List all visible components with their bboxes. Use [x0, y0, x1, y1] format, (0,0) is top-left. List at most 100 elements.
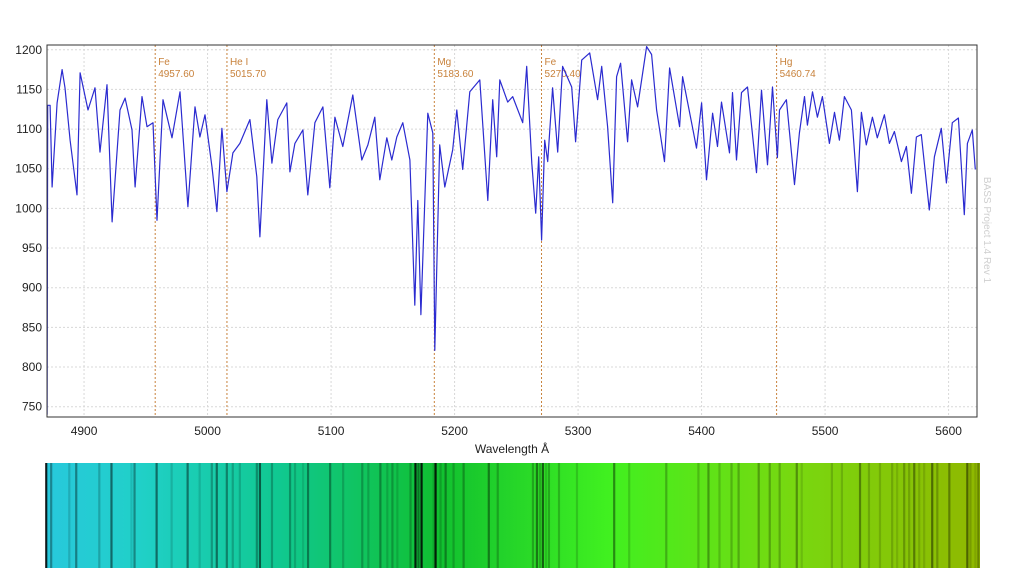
- spectral-line-wavelength: 5183.60: [437, 69, 474, 80]
- spectral-line-element: Mg: [437, 57, 451, 68]
- y-tick-label: 900: [22, 281, 42, 295]
- absorption-band: [531, 463, 535, 568]
- y-tick-label: 800: [22, 360, 42, 374]
- absorption-band: [225, 463, 228, 568]
- absorption-band: [414, 463, 417, 568]
- spectral-line-element: Hg: [780, 57, 793, 68]
- x-tick-label: 5500: [812, 424, 839, 438]
- absorption-band: [130, 463, 133, 568]
- absorption-band: [68, 463, 71, 568]
- absorption-band: [830, 463, 833, 568]
- absorption-band: [434, 463, 437, 568]
- absorption-band: [302, 463, 305, 568]
- absorption-band: [891, 463, 894, 568]
- absorption-band: [737, 463, 740, 568]
- absorption-band: [379, 463, 382, 568]
- absorption-band: [974, 463, 977, 568]
- spectral-line-element: Fe: [158, 57, 170, 68]
- absorption-band: [396, 463, 399, 568]
- x-tick-label: 5200: [441, 424, 468, 438]
- y-tick-label: 950: [22, 241, 42, 255]
- absorption-band: [768, 463, 771, 568]
- y-axis-ticks: 750 800 850 900 950 1000 1050 1100 1150 1200: [15, 43, 42, 414]
- absorption-band: [800, 463, 803, 568]
- absorption-band: [757, 463, 760, 568]
- absorption-band: [409, 463, 412, 568]
- absorption-band: [665, 463, 668, 568]
- absorption-band: [931, 463, 934, 568]
- absorption-band: [258, 463, 262, 568]
- absorption-band: [547, 463, 551, 568]
- absorption-band: [342, 463, 345, 568]
- x-tick-label: 5100: [318, 424, 345, 438]
- absorption-band: [198, 463, 201, 568]
- absorption-band: [210, 463, 213, 568]
- absorption-band: [270, 463, 274, 568]
- absorption-band: [908, 463, 911, 568]
- spectral-line-element: Fe: [545, 57, 557, 68]
- absorption-band: [50, 463, 53, 568]
- absorption-band: [718, 463, 721, 568]
- absorption-band: [462, 463, 465, 568]
- x-tick-label: 4900: [71, 424, 98, 438]
- absorption-band: [948, 463, 951, 568]
- spectral-line-wavelength: 5270.40: [545, 69, 582, 80]
- y-tick-label: 1100: [16, 122, 42, 136]
- y-tick-label: 850: [22, 320, 42, 334]
- spectrum-line: [46, 45, 976, 415]
- y-tick-label: 1000: [15, 201, 42, 215]
- absorption-band: [417, 463, 420, 568]
- absorption-band: [306, 463, 310, 568]
- absorption-band: [293, 463, 297, 568]
- absorption-band: [439, 463, 442, 568]
- x-tick-label: 5000: [194, 424, 221, 438]
- absorption-band: [367, 463, 370, 568]
- absorption-band: [628, 463, 631, 568]
- x-tick-label: 5600: [935, 424, 962, 438]
- absorption-band: [133, 463, 136, 568]
- absorption-band: [231, 463, 234, 568]
- absorption-band: [535, 463, 539, 568]
- absorption-band: [110, 463, 113, 568]
- spectral-line-element: He I: [230, 57, 248, 68]
- absorption-band: [238, 463, 241, 568]
- absorption-band: [255, 463, 258, 568]
- absorption-band: [215, 463, 218, 568]
- spectral-line-wavelength: 4957.60: [158, 69, 195, 80]
- spectrum-color-strip: [45, 463, 980, 568]
- spectral-line-wavelength: 5460.74: [780, 69, 817, 80]
- absorption-band: [918, 463, 921, 568]
- credit-watermark: BASS Project 1.4 Rev 1: [981, 177, 992, 284]
- plot-frame: [46, 44, 978, 418]
- absorption-band: [391, 463, 394, 568]
- absorption-band: [867, 463, 871, 568]
- absorption-band: [420, 463, 423, 568]
- absorption-band: [730, 463, 733, 568]
- absorption-band: [75, 463, 78, 568]
- absorption-band: [557, 463, 561, 568]
- spectral-line-wavelength: 5015.70: [230, 69, 267, 80]
- absorption-band: [452, 463, 455, 568]
- absorption-band: [288, 463, 292, 568]
- absorption-band: [541, 463, 544, 568]
- x-axis-ticks: 4900 5000 5100 5200 5300 5400 5500 5600: [71, 424, 963, 438]
- absorption-band: [878, 463, 882, 568]
- y-tick-label: 1200: [15, 43, 42, 57]
- absorption-band: [969, 463, 972, 568]
- absorption-band: [778, 463, 781, 568]
- absorption-band: [544, 463, 548, 568]
- spectrum-plot: [46, 45, 976, 415]
- absorption-band: [538, 463, 541, 568]
- absorption-band: [361, 463, 364, 568]
- absorption-band: [487, 463, 490, 568]
- y-tick-label: 1050: [15, 162, 42, 176]
- absorption-band: [936, 463, 939, 568]
- absorption-band: [903, 463, 906, 568]
- absorption-band: [707, 463, 710, 568]
- absorption-band: [977, 463, 980, 568]
- absorption-band: [697, 463, 700, 568]
- absorption-band: [575, 463, 579, 568]
- x-axis-label: Wavelength Å: [475, 441, 549, 456]
- y-tick-label: 750: [22, 400, 42, 414]
